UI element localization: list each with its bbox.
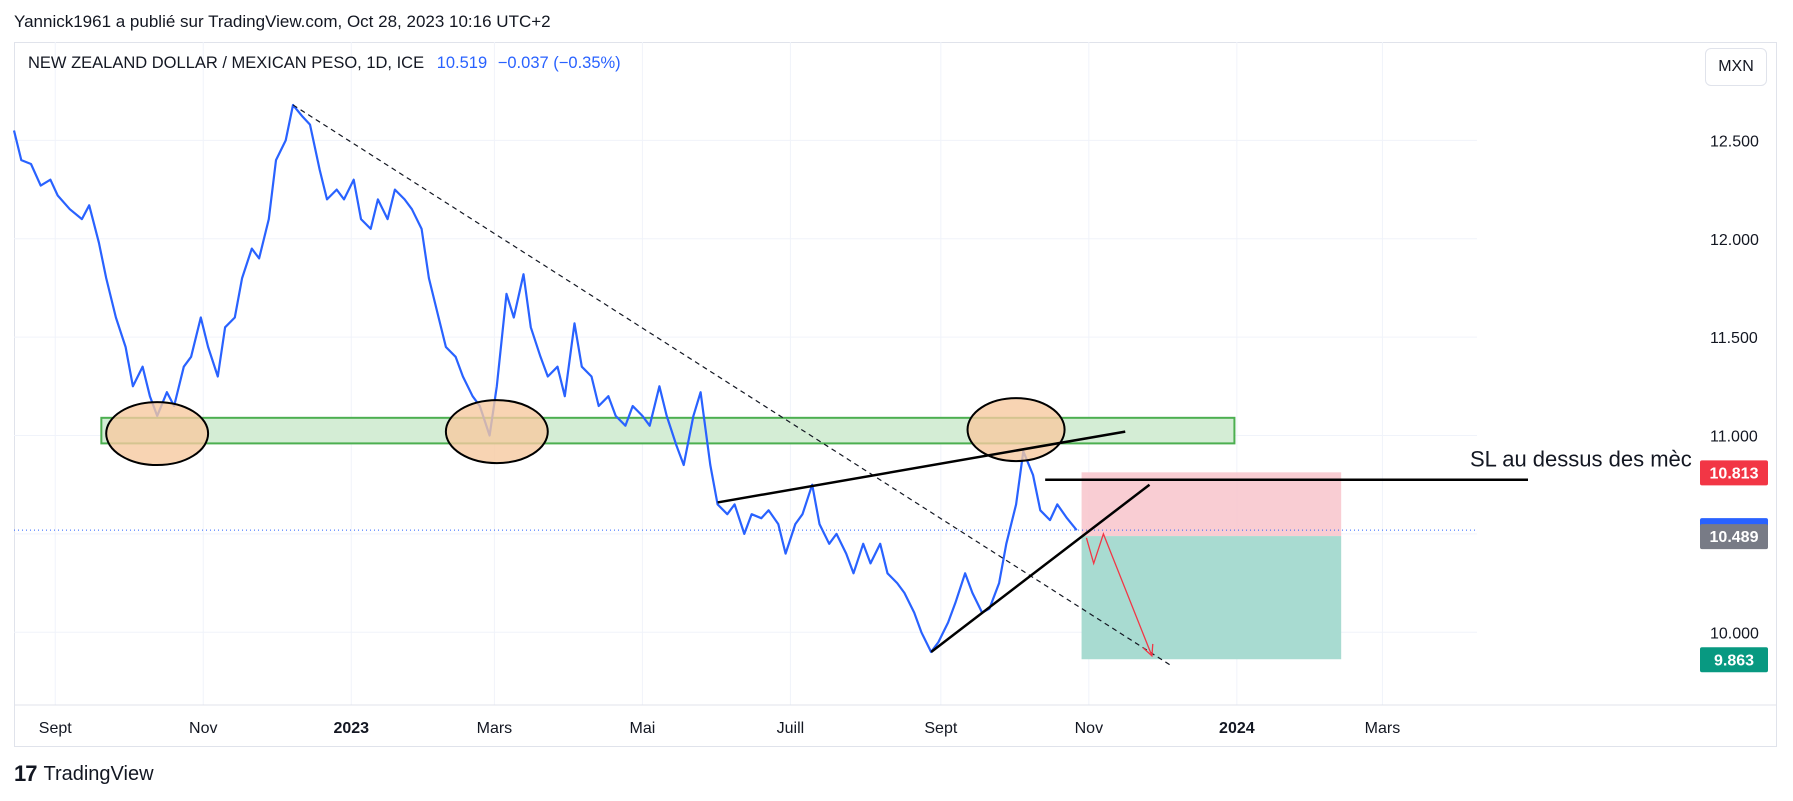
- price-line: [12, 103, 1078, 654]
- take-profit-area: [1081, 536, 1342, 660]
- dashed-trendline: [292, 104, 1172, 667]
- x-tick-label: Nov: [189, 720, 217, 737]
- x-tick-label: Sept: [924, 720, 957, 737]
- x-tick-label: Mars: [477, 720, 513, 737]
- x-tick-label: Mai: [630, 720, 656, 737]
- price-badge-label-target: 9.863: [1714, 652, 1754, 669]
- price-badge-label-stop: 10.813: [1710, 465, 1759, 482]
- y-tick-label: 12.000: [1710, 232, 1759, 249]
- highlight-ellipse: [444, 399, 549, 465]
- price-badge-label-entry: 10.489: [1710, 529, 1759, 546]
- annotation-note: SL au dessus des mèc: [1470, 446, 1692, 471]
- symbol-name: NEW ZEALAND DOLLAR / MEXICAN PESO, 1D, I…: [28, 54, 425, 72]
- lower-wedge-line: [930, 483, 1151, 653]
- x-tick-label: Juill: [777, 720, 805, 737]
- projection-arrow-head: [1142, 643, 1154, 658]
- chart-overlays: [14, 416, 1477, 660]
- chart-axes: 10.00010.50011.00011.50012.00012.500Sept…: [14, 133, 1777, 737]
- highlight-ellipse: [105, 401, 210, 467]
- projection-arrow: [1085, 532, 1153, 657]
- chart-frame[interactable]: [14, 42, 1777, 747]
- price-badge-stop: [1700, 460, 1768, 486]
- chart-legend: NEW ZEALAND DOLLAR / MEXICAN PESO, 1D, I…: [28, 54, 621, 73]
- y-tick-label: 11.500: [1710, 330, 1758, 347]
- chart-drawings: SL au dessus des mèc: [105, 104, 1692, 667]
- stop-loss-area: [1081, 472, 1342, 537]
- upper-wedge-line: [717, 430, 1126, 504]
- x-tick-label: Mars: [1365, 720, 1401, 737]
- y-tick-label: 10.000: [1710, 625, 1759, 642]
- x-tick-label: Nov: [1075, 720, 1103, 737]
- tradingview-logo[interactable]: 17 TradingView: [14, 761, 154, 787]
- chart-series: [12, 103, 1078, 654]
- currency-button[interactable]: MXN: [1705, 48, 1767, 86]
- attribution-text: Yannick1961 a publié sur TradingView.com…: [14, 12, 551, 31]
- x-tick-label: 2024: [1219, 720, 1255, 737]
- last-price-value: 10.519: [436, 54, 488, 72]
- tradingview-brand-text: TradingView: [43, 762, 154, 785]
- y-tick-label: 11.000: [1710, 429, 1758, 446]
- y-tick-label: 12.500: [1710, 133, 1759, 150]
- x-tick-label: 2023: [333, 720, 369, 737]
- x-tick-label: Sept: [39, 720, 72, 737]
- price-change-value: −0.037 (−0.35%): [497, 54, 621, 72]
- price-badge-entry: [1700, 524, 1768, 550]
- price-badge-target: [1700, 647, 1768, 673]
- tradingview-logo-icon: 17: [14, 761, 38, 786]
